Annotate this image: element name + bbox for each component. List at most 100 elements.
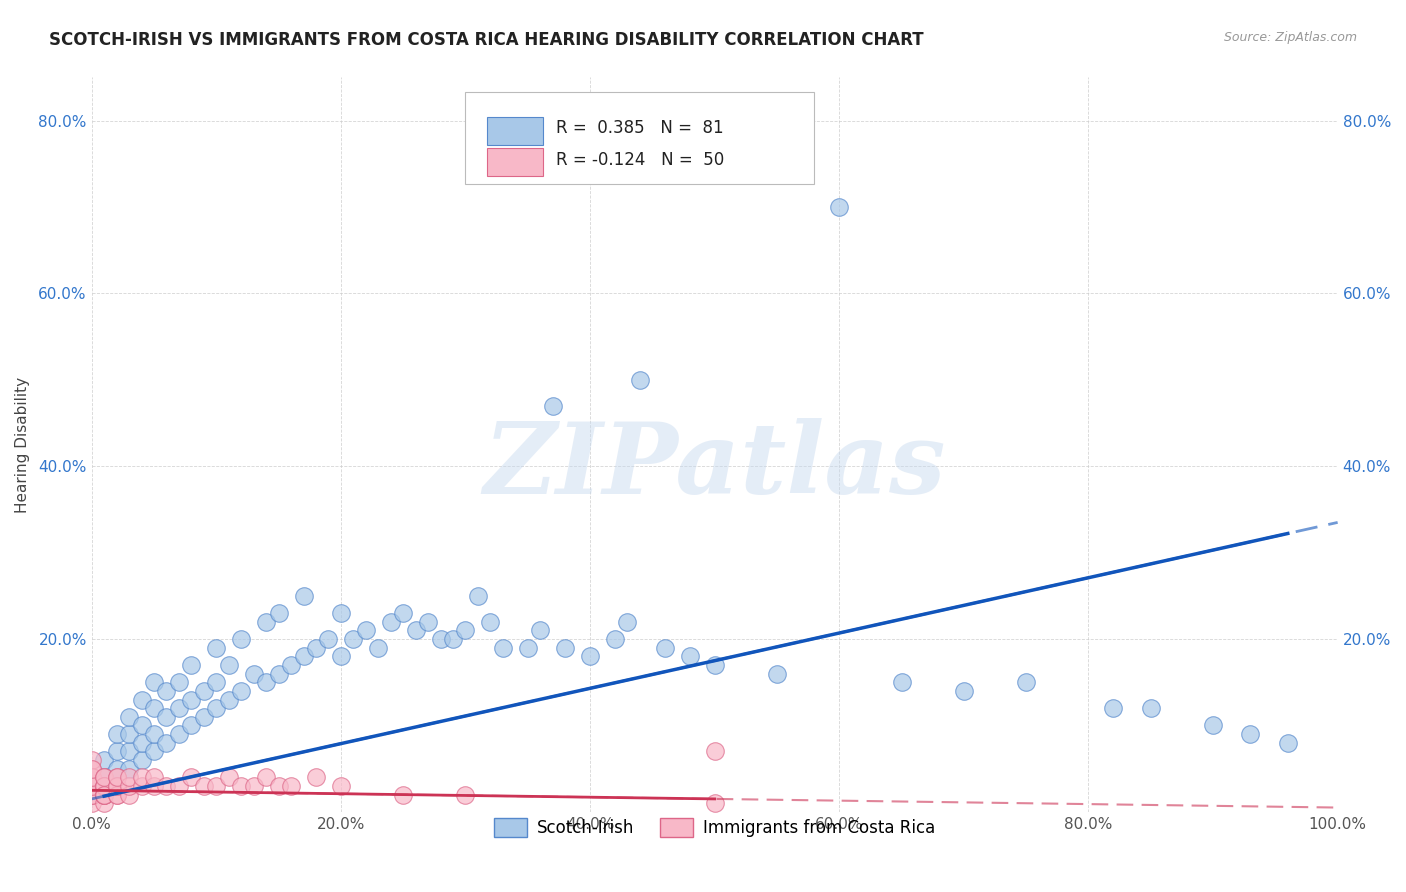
Point [118,762,141,776]
Point [131,770,153,784]
Point [242,666,264,681]
Point [80,788,103,802]
Point [180,692,202,706]
Point [429,632,451,646]
Point [80,762,103,776]
Point [118,744,141,758]
Point [205,675,228,690]
Point [143,770,166,784]
Point [131,753,153,767]
Point [231,779,253,793]
Point [105,788,128,802]
Point [267,779,290,793]
Point [80,779,103,793]
Point [93,796,115,810]
Point [131,718,153,732]
Point [416,615,439,629]
Point [93,779,115,793]
Point [105,779,128,793]
Point [105,762,128,776]
Point [80,779,103,793]
Point [193,684,215,698]
Point [280,779,302,793]
Point [93,779,115,793]
Point [155,736,177,750]
Point [155,684,177,698]
Point [105,744,128,758]
Point [167,727,190,741]
Point [93,788,115,802]
Point [541,399,564,413]
Point [180,770,202,784]
Point [703,796,725,810]
Point [280,658,302,673]
Point [80,753,103,767]
Point [305,640,328,655]
Point [118,727,141,741]
Point [93,788,115,802]
Point [143,779,166,793]
Point [93,788,115,802]
Text: R =  0.385   N =  81: R = 0.385 N = 81 [557,119,724,136]
Point [80,788,103,802]
Point [93,770,115,784]
Point [105,779,128,793]
Point [554,640,576,655]
Point [218,658,240,673]
Text: Source: ZipAtlas.com: Source: ZipAtlas.com [1223,31,1357,45]
Point [1202,718,1225,732]
Point [392,788,415,802]
Point [1239,727,1261,741]
Point [118,779,141,793]
Point [155,710,177,724]
Point [329,649,352,664]
Point [329,606,352,620]
Legend: Scotch-Irish, Immigrants from Costa Rica: Scotch-Irish, Immigrants from Costa Rica [488,812,942,844]
Point [828,200,851,214]
Point [93,770,115,784]
Point [143,727,166,741]
Point [292,649,315,664]
Point [193,779,215,793]
Point [1277,736,1299,750]
Point [80,770,103,784]
Point [80,762,103,776]
Point [80,796,103,810]
Point [105,788,128,802]
Point [254,615,277,629]
Point [193,710,215,724]
Point [242,779,264,793]
Point [1102,701,1125,715]
Point [354,624,377,638]
Point [93,770,115,784]
Point [305,770,328,784]
Point [467,589,489,603]
Point [118,770,141,784]
Point [679,649,702,664]
Point [479,615,502,629]
Point [218,692,240,706]
Point [205,701,228,715]
Point [218,770,240,784]
Point [367,640,389,655]
Point [167,675,190,690]
Point [254,770,277,784]
Point [454,788,477,802]
Text: ZIPatlas: ZIPatlas [484,418,946,515]
Point [628,373,651,387]
Point [454,624,477,638]
Point [131,692,153,706]
Point [105,770,128,784]
Point [131,779,153,793]
Point [441,632,464,646]
Point [93,779,115,793]
Point [143,675,166,690]
Point [579,649,602,664]
Point [80,770,103,784]
Point [155,779,177,793]
Point [93,788,115,802]
Bar [486,118,543,145]
Point [231,632,253,646]
Point [267,666,290,681]
Point [118,788,141,802]
